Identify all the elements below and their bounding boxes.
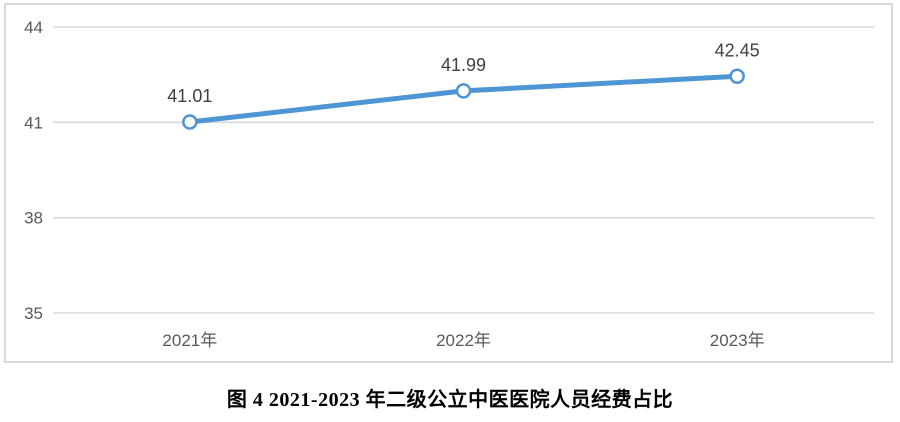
data-label: 42.45: [715, 40, 760, 60]
y-tick-label: 35: [24, 304, 43, 323]
y-tick-label: 38: [24, 209, 43, 228]
series-line: [187, 73, 740, 125]
x-tick-label: 2021年: [162, 331, 217, 350]
data-point-marker: [455, 83, 472, 99]
x-tick-label: 2023年: [710, 331, 765, 350]
y-tick-label: 44: [24, 18, 43, 37]
data-point-marker: [182, 114, 198, 130]
chart-container: 35 38 41 44 2021年 2022年 2023年 41.01 41.99 42.45: [4, 3, 893, 363]
data-label: 41.01: [167, 86, 212, 106]
x-tick-label: 2022年: [436, 331, 491, 350]
chart-caption: 图 4 2021-2023 年二级公立中医医院人员经费占比: [226, 389, 674, 411]
data-label: 41.99: [441, 55, 486, 75]
data-point-marker: [729, 68, 745, 85]
line-chart: 35 38 41 44 2021年 2022年 2023年 41.01 41.99 42.45: [24, 18, 874, 350]
y-tick-label: 41: [24, 113, 43, 132]
